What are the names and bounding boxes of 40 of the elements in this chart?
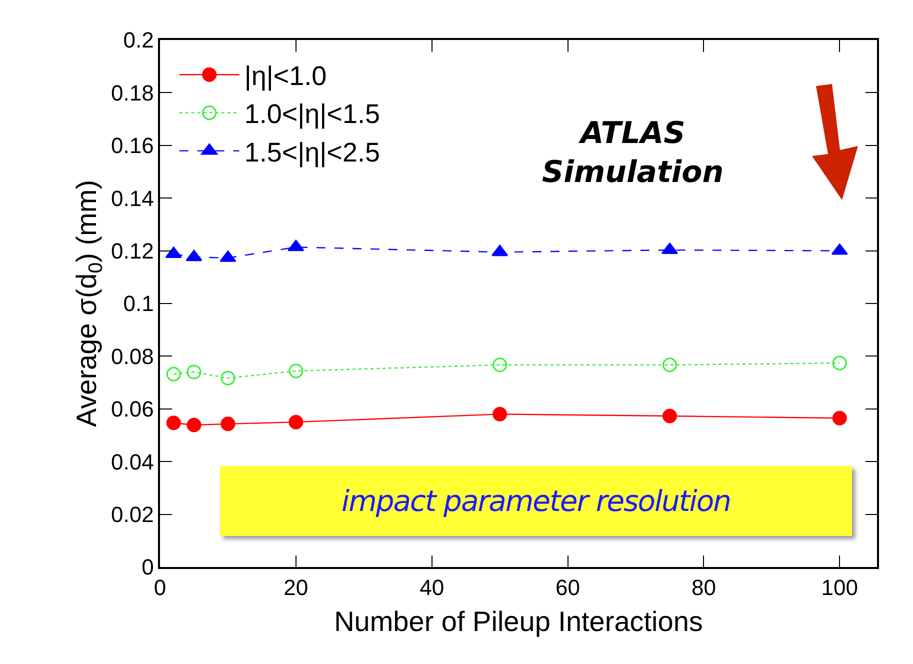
- y-tick-label: 0.12: [111, 238, 154, 264]
- y-tick-label: 0.1: [123, 291, 154, 316]
- x-tick-label: 60: [556, 575, 580, 600]
- point: [492, 244, 508, 256]
- legend-label: 1.5<|η|<2.5: [244, 137, 380, 168]
- annotation: ATLAS Simulation: [542, 116, 724, 190]
- x-tick-label: 80: [691, 575, 716, 600]
- point: [186, 250, 202, 262]
- point: [186, 364, 202, 380]
- point: [186, 418, 202, 432]
- point: [220, 370, 236, 386]
- y-tick-label: 0.16: [111, 133, 154, 158]
- x-tick-label: 20: [284, 575, 308, 600]
- x-tick-label: 40: [420, 575, 444, 600]
- y-tick-label: 0: [142, 554, 154, 580]
- x-axis-title: Number of Pileup Interactions: [334, 606, 703, 637]
- legend-label: |η|<1.0: [244, 61, 327, 92]
- point: [661, 242, 678, 254]
- y-tick-label: 0.04: [111, 449, 154, 474]
- x-tick-label: 100: [821, 575, 858, 600]
- legend-label: 1.0<|η|<1.5: [244, 99, 380, 130]
- point: [166, 366, 181, 382]
- y-tick-label: 0.14: [111, 186, 154, 211]
- point: [662, 358, 677, 372]
- point: [288, 240, 304, 252]
- y-tick-label: 0.18: [111, 80, 154, 106]
- point: [288, 364, 304, 378]
- point: [492, 358, 508, 372]
- point: [832, 410, 847, 426]
- y-tick-label: 0.02: [111, 502, 154, 527]
- point: [166, 416, 181, 430]
- point: [662, 408, 677, 424]
- point: [220, 416, 236, 432]
- note-box: impact parameter resolution: [220, 466, 852, 536]
- point: [832, 356, 847, 370]
- y-tick-label: 0.06: [111, 396, 154, 422]
- point: [288, 414, 304, 430]
- point: [492, 406, 508, 422]
- y-tick-label: 0.2: [123, 28, 154, 53]
- y-tick-label: 0.08: [111, 344, 154, 369]
